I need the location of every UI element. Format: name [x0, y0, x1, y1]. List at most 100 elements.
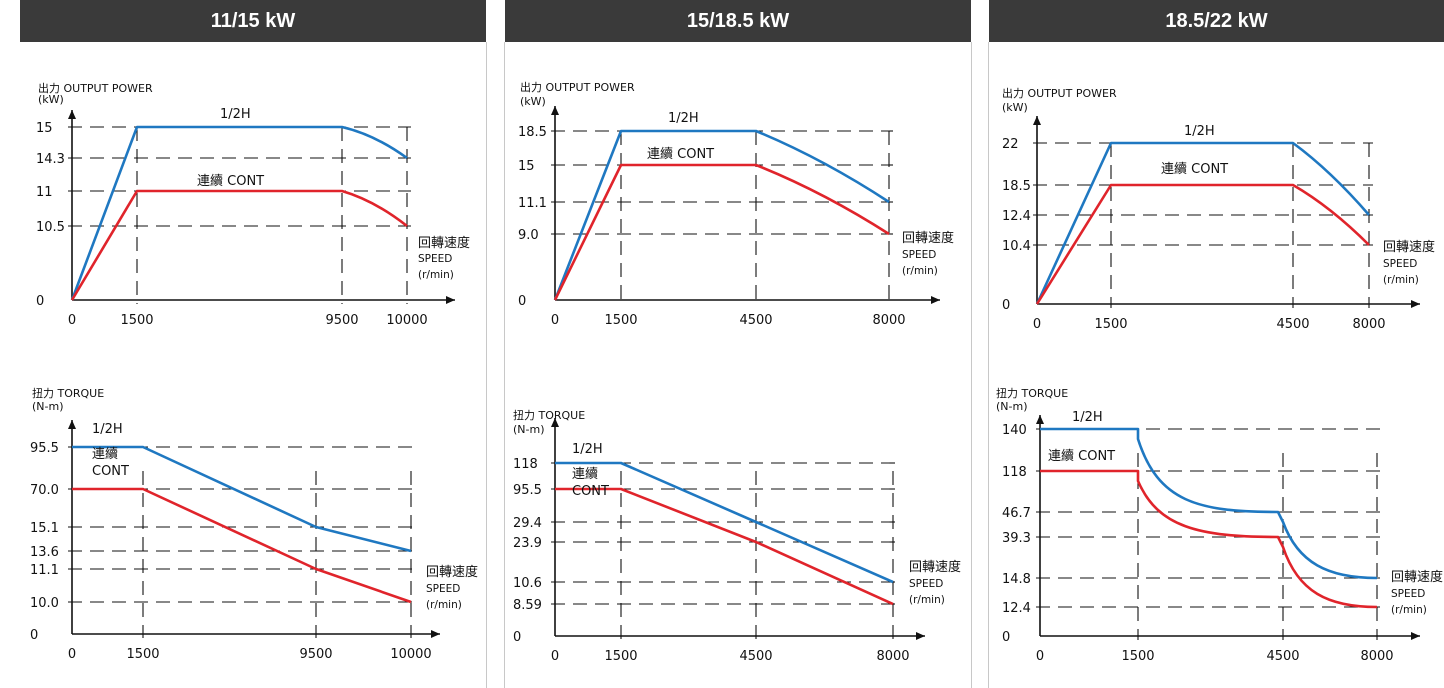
axis-unit: (kW): [1002, 101, 1028, 114]
panel-18-5-22kw: 18.5/22 kW: [989, 0, 1444, 688]
y-tick-label: 8.59: [513, 598, 542, 613]
series-cont-line: [70, 189, 408, 301]
chart-title: 出力 OUTPUT POWER: [38, 81, 153, 95]
series-half-hour-line: [1035, 141, 1370, 305]
x-axis-head: [1411, 632, 1420, 640]
panel-title: 15/18.5 kW: [505, 0, 971, 42]
x-tick-label: 4500: [739, 649, 772, 664]
series-label-cont: 連續 CONT: [647, 147, 714, 162]
x-tick-label: 0: [68, 647, 76, 662]
x-tick-label: 0: [1036, 649, 1044, 664]
series-cont-line: [555, 487, 894, 606]
y-tick-label: 0: [518, 294, 526, 309]
y-tick-label: 12.4: [1002, 601, 1031, 616]
axis-unit: (N-m): [513, 423, 545, 436]
speed-unit: (r/min): [1391, 604, 1427, 616]
speed-unit: (r/min): [909, 594, 945, 606]
series-label-half-hour: 1/2H: [92, 422, 123, 437]
divider: [971, 42, 972, 688]
x-tick-label: 4500: [1266, 649, 1299, 664]
series-cont-line: [1035, 183, 1370, 305]
y-tick-label: 14.8: [1002, 572, 1031, 587]
y-tick-label: 10.6: [513, 576, 542, 591]
y-axis-head: [68, 110, 76, 119]
speed-unit: (r/min): [902, 265, 938, 277]
axis-unit: (kW): [520, 95, 546, 108]
y-tick-label: 10.0: [30, 596, 59, 611]
speed-label-en: SPEED: [1383, 258, 1417, 270]
x-tick-label: 8000: [1360, 649, 1393, 664]
speed-label: 回轉速度: [426, 564, 478, 580]
series-cont-line: [72, 487, 412, 604]
y-tick-label: 140: [1002, 423, 1027, 438]
series-half-hour-line: [72, 445, 412, 553]
y-tick-label: 0: [1002, 298, 1010, 313]
series-label-cont: 連續 CONT: [1048, 449, 1115, 464]
speed-unit: (r/min): [426, 599, 462, 611]
y-tick-label: 11.1: [518, 196, 547, 211]
x-tick-label: 8000: [1352, 317, 1385, 332]
y-tick-label: 13.6: [30, 545, 59, 560]
y-tick-label: 14.3: [36, 152, 65, 167]
x-axis-head: [916, 632, 925, 640]
y-tick-label: 0: [1002, 630, 1010, 645]
y-axis-head: [1036, 415, 1044, 424]
y-tick-label: 10.5: [36, 220, 65, 235]
x-tick-label: 1500: [604, 649, 637, 664]
x-tick-label: 9500: [299, 647, 332, 662]
series-label-half-hour: 1/2H: [668, 111, 699, 126]
chart-title: 扭力 TORQUE: [513, 408, 585, 422]
x-tick-label: 4500: [739, 313, 772, 328]
y-tick-label: 9.0: [518, 228, 539, 243]
x-tick-label: 1500: [126, 647, 159, 662]
axis-unit: (N-m): [32, 400, 64, 413]
speed-label: 回轉速度: [418, 235, 470, 251]
series-label-half-hour: 1/2H: [1072, 410, 1103, 425]
speed-unit: (r/min): [418, 269, 454, 281]
series-half-hour-line: [553, 129, 890, 301]
series-cont-line: [1040, 469, 1378, 609]
x-tick-label: 1500: [1121, 649, 1154, 664]
speed-label-en: SPEED: [902, 249, 936, 261]
series-half-hour-line: [555, 461, 894, 584]
y-tick-label: 18.5: [1002, 179, 1031, 194]
divider: [988, 42, 989, 688]
series-label-half-hour: 1/2H: [220, 107, 251, 122]
y-tick-label: 11: [36, 185, 53, 200]
series-label-half-hour: 1/2H: [572, 442, 603, 457]
speed-label-en: SPEED: [909, 578, 943, 590]
speed-label: 回轉速度: [1391, 569, 1443, 585]
series-cont-line: [553, 163, 890, 301]
y-tick-label: 0: [513, 630, 521, 645]
x-tick-label: 0: [1033, 317, 1041, 332]
divider: [486, 42, 487, 688]
y-tick-label: 22: [1002, 137, 1019, 152]
speed-label: 回轉速度: [909, 559, 961, 575]
y-axis-head: [68, 420, 76, 429]
x-tick-label: 8000: [876, 649, 909, 664]
y-tick-label: 118: [513, 457, 538, 472]
y-tick-label: 15.1: [30, 521, 59, 536]
y-tick-label: 11.1: [30, 563, 59, 578]
y-tick-label: 10.4: [1002, 239, 1031, 254]
y-axis-head: [551, 418, 559, 427]
y-tick-label: 46.7: [1002, 506, 1031, 521]
y-axis-head: [551, 106, 559, 115]
y-tick-label: 95.5: [30, 441, 59, 456]
axis-unit: (kW): [38, 93, 64, 106]
series-label-cont: 連續: [92, 447, 118, 462]
series-label-cont-en: CONT: [572, 484, 609, 499]
y-tick-label: 0: [30, 628, 38, 643]
series-half-hour-line: [1040, 427, 1378, 580]
chart-title: 出力 OUTPUT POWER: [520, 80, 635, 94]
series-half-hour-line: [70, 125, 408, 301]
panel-15-18-5kw: 15/18.5 kW: [505, 0, 971, 688]
x-tick-label: 10000: [390, 647, 431, 662]
x-axis-head: [446, 296, 455, 304]
chart-title: 扭力 TORQUE: [996, 386, 1068, 400]
y-tick-label: 29.4: [513, 516, 542, 531]
series-label-half-hour: 1/2H: [1184, 124, 1215, 139]
x-tick-label: 1500: [120, 313, 153, 328]
x-tick-label: 9500: [325, 313, 358, 328]
